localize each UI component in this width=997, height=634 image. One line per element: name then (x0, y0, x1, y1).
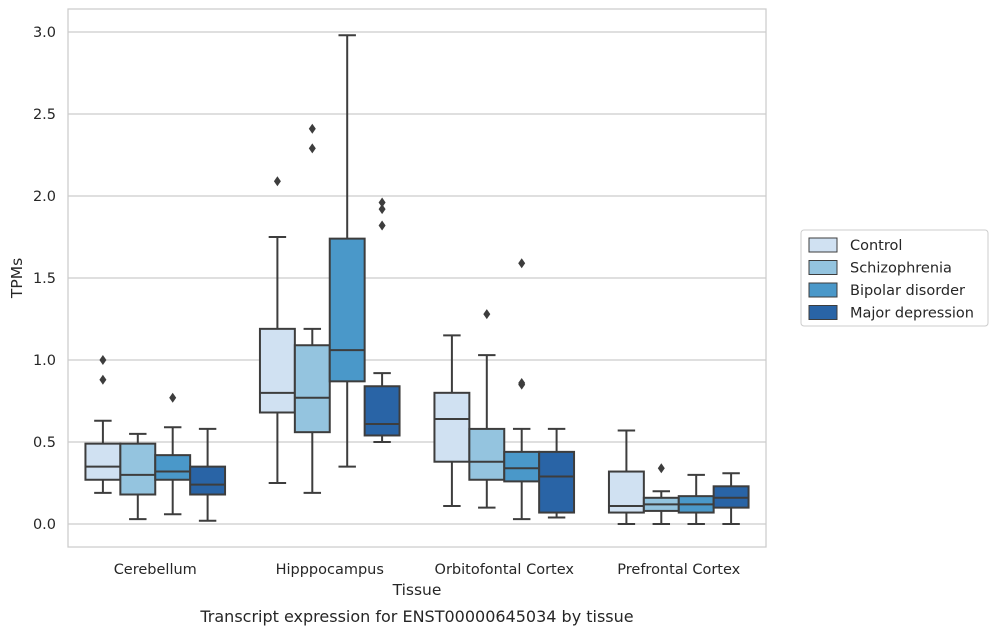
plot-frame (67, 8, 767, 548)
box-major-depression (363, 197, 401, 444)
box-bipolar-disorder (328, 34, 366, 468)
legend-swatch (808, 237, 838, 253)
gridlines (68, 31, 766, 525)
box-schizophrenia (468, 309, 506, 509)
box-iqr (189, 465, 227, 496)
box-iqr (538, 450, 576, 514)
y-tick-label: 2.0 (33, 189, 56, 205)
legend: Control Schizophrenia Bipolar disorder Majo… (800, 229, 989, 327)
y-axis-ticks: 0.0 0.5 1.0 1.5 2.0 2.5 3.0 (33, 25, 56, 533)
box-iqr (328, 237, 366, 383)
chart-caption: Transcript expression for ENST0000064503… (199, 607, 633, 626)
legend-swatch (808, 260, 838, 275)
x-tick-label: Cerebellum (114, 562, 197, 578)
box-iqr (154, 454, 192, 481)
box-control (84, 355, 122, 494)
outlier-point (308, 123, 316, 134)
box-control (433, 334, 471, 507)
box-major-depression (712, 472, 750, 526)
outlier-point (378, 197, 386, 208)
box-control (607, 429, 645, 526)
box-bipolar-disorder (677, 473, 715, 526)
box-iqr (433, 391, 471, 463)
outlier-point (308, 143, 316, 154)
outlier-point (273, 176, 281, 187)
box-major-depression (189, 427, 227, 522)
legend-swatch (808, 282, 838, 298)
box-bipolar-disorder (503, 258, 541, 521)
legend-label: Schizophrenia (850, 261, 952, 277)
y-tick-label: 3.0 (33, 25, 56, 41)
box-iqr (258, 327, 296, 414)
box-schizophrenia (642, 463, 680, 526)
x-tick-label: Orbitofontal Cortex (435, 562, 575, 578)
boxes (84, 34, 750, 526)
outlier-point (657, 463, 665, 474)
y-tick-label: 0.5 (33, 435, 56, 451)
outlier-point (378, 220, 386, 231)
legend-label: Control (850, 238, 902, 254)
y-tick-label: 1.0 (33, 353, 56, 369)
box-major-depression (538, 427, 576, 519)
box-iqr (468, 427, 506, 481)
outlier-point (518, 377, 526, 388)
outlier-point (169, 392, 177, 403)
outlier-point (99, 374, 107, 385)
y-tick-label: 2.5 (33, 107, 56, 123)
outlier-point (378, 204, 386, 215)
outlier-point (99, 355, 107, 366)
y-axis-label: TPMs (8, 258, 26, 299)
box-schizophrenia (293, 123, 331, 494)
box-schizophrenia (119, 432, 157, 521)
x-axis-ticks: Cerebellum Hipppocampus Orbitofontal Corte… (114, 562, 741, 578)
x-tick-label: Hipppocampus (276, 562, 384, 578)
y-tick-label: 0.0 (33, 517, 56, 533)
box-bipolar-disorder (154, 392, 192, 516)
legend-label: Bipolar disorder (850, 283, 965, 299)
box-iqr (503, 450, 541, 483)
legend-frame (800, 229, 989, 327)
box-iqr (84, 442, 122, 481)
box-iqr (293, 344, 331, 434)
box-iqr (363, 385, 401, 437)
legend-label: Major depression (850, 306, 974, 322)
outlier-point (483, 309, 491, 320)
box-control (258, 176, 296, 485)
outlier-point (518, 258, 526, 269)
x-axis-label: Tissue (392, 581, 442, 599)
x-tick-label: Prefrontal Cortex (617, 562, 740, 578)
y-tick-label: 1.5 (33, 271, 56, 287)
legend-swatch (808, 305, 838, 320)
box-iqr (119, 442, 157, 496)
